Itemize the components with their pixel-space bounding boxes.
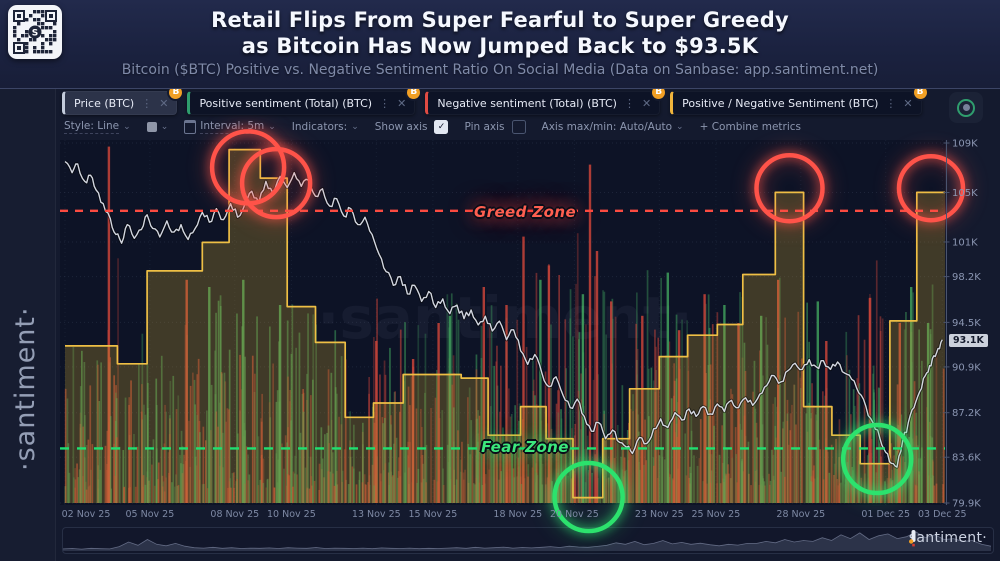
chevron-down-icon: ⌄ [160, 122, 169, 132]
bitcoin-badge: B [913, 86, 927, 99]
close-icon[interactable]: ✕ [159, 96, 169, 110]
show-axis-checkbox[interactable]: Show axis ✓ [375, 120, 449, 134]
title-line-2: as Bitcoin Has Now Jumped Back to $93.5K [241, 34, 759, 58]
chart-toolbar: Style: Line ⌄ ⌄ Interval: 5m ⌄ Indicator… [64, 120, 801, 134]
fear-zone-label: Fear Zone [481, 438, 569, 456]
y-axis-label: 94.5K [952, 318, 981, 329]
kebab-menu-icon[interactable]: ⋮ [141, 96, 153, 110]
qr-code: S [8, 5, 62, 59]
title-line-1: Retail Flips From Super Fearful to Super… [211, 8, 789, 32]
svg-text:S: S [32, 29, 38, 39]
current-price-badge: 93.1K [949, 334, 988, 347]
page-subtitle: Bitcoin ($BTC) Positive vs. Negative Sen… [121, 62, 879, 78]
metric-tab-3[interactable]: Negative sentiment (Total) (BTC) ⋮ ✕ B [425, 86, 666, 115]
live-status-button[interactable] [949, 92, 983, 123]
tab-label: Positive sentiment (Total) (BTC) [199, 96, 373, 110]
bitcoin-badge: B [169, 86, 183, 99]
bitcoin-badge: B [652, 86, 666, 99]
greed-highlight-circle [209, 129, 287, 206]
checkbox-icon [511, 120, 526, 134]
tab-label: Positive / Negative Sentiment (BTC) [682, 96, 879, 110]
x-axis-label: 05 Nov 25 [126, 509, 175, 520]
chart-watermark: ·santiment· [317, 284, 692, 352]
x-axis-label: 18 Nov 25 [493, 509, 542, 520]
footer-brand: santiment· [908, 530, 987, 547]
bitcoin-badge: B [407, 86, 421, 99]
sidebar-watermark: ·santiment· [10, 306, 41, 472]
chevron-down-icon: ⌄ [676, 122, 684, 132]
color-swatch [146, 122, 157, 132]
x-axis-label: 01 Dec 25 [861, 509, 910, 520]
timeline-navigator[interactable]: santiment· [62, 527, 994, 554]
combine-metrics-button[interactable]: + Combine metrics [699, 121, 802, 133]
color-swatch-select[interactable]: ⌄ [146, 122, 169, 132]
qr-pattern: S [13, 10, 57, 54]
page-title: Retail Flips From Super Fearful to Super… [0, 7, 1000, 59]
tab-label: Price (BTC) [74, 96, 135, 110]
live-ring-icon [957, 98, 975, 117]
chevron-down-icon: ⌄ [268, 122, 276, 132]
x-axis-label: 28 Nov 25 [776, 509, 825, 520]
checkbox-icon: ✓ [434, 120, 449, 134]
greed-zone-label: Greed Zone [473, 203, 577, 221]
calendar-icon [184, 120, 197, 134]
y-axis-label: 98.2K [952, 272, 981, 283]
greed-highlight-circle [239, 146, 313, 220]
fear-highlight-circle [552, 460, 625, 534]
close-icon[interactable]: ✕ [397, 96, 407, 110]
y-axis-label: 90.9K [952, 362, 981, 373]
x-axis-label: 13 Nov 25 [352, 509, 401, 520]
x-axis-label: 25 Nov 25 [692, 509, 741, 520]
y-axis-label: 83.6K [952, 453, 981, 464]
footer-logo-text: santiment· [908, 530, 987, 546]
metric-tab-1[interactable]: Price (BTC) ⋮ ✕ B [62, 86, 183, 115]
x-axis-label: 08 Nov 25 [210, 509, 259, 520]
y-axis-label: 109K [952, 139, 978, 150]
metric-tab-2[interactable]: Positive sentiment (Total) (BTC) ⋮ ✕ B [187, 86, 421, 115]
chevron-down-icon: ⌄ [123, 122, 131, 132]
fear-highlight-circle [840, 422, 914, 496]
kebab-menu-icon[interactable]: ⋮ [623, 96, 635, 110]
x-axis-label: 03 Dec 25 [918, 509, 967, 520]
x-axis-label: 15 Nov 25 [409, 509, 458, 520]
greed-highlight-circle [754, 152, 825, 224]
x-axis-label: 20 Nov 25 [550, 509, 599, 520]
left-brand-rail: ·santiment· [0, 89, 56, 561]
x-axis-label: 02 Nov 25 [62, 509, 111, 520]
tab-label: Negative sentiment (Total) (BTC) [437, 96, 617, 110]
header: Retail Flips From Super Fearful to Super… [0, 0, 1000, 89]
y-axis-label: 105K [952, 188, 978, 199]
style-select[interactable]: Style: Line ⌄ [64, 120, 131, 134]
candle-flame-icon [908, 530, 916, 547]
y-axis-label: 101K [952, 237, 978, 248]
kebab-menu-icon[interactable]: ⋮ [379, 96, 391, 110]
x-axis-label: 23 Nov 25 [635, 509, 684, 520]
metric-tabs: Price (BTC) ⋮ ✕ B Positive sentiment (Total)… [62, 86, 927, 115]
chevron-down-icon: ⌄ [351, 122, 359, 132]
timeline-sparkline [63, 531, 991, 551]
axis-maxmin-select[interactable]: Axis max/min: Auto/Auto ⌄ [541, 121, 684, 133]
y-axis-label: 87.2K [952, 408, 981, 419]
y-axis-label: 79.9K [952, 499, 981, 510]
navigator-area [63, 531, 991, 551]
navigator-line [63, 531, 991, 550]
indicators-select[interactable]: Indicators: ⌄ [291, 121, 359, 133]
greed-highlight-circle [896, 153, 966, 223]
kebab-menu-icon[interactable]: ⋮ [885, 96, 897, 110]
metric-tab-4[interactable]: Positive / Negative Sentiment (BTC) ⋮ ✕ B [670, 86, 927, 115]
close-icon[interactable]: ✕ [903, 96, 913, 110]
pin-axis-checkbox[interactable]: Pin axis [464, 120, 526, 134]
close-icon[interactable]: ✕ [641, 96, 652, 110]
interval-select[interactable]: Interval: 5m ⌄ [184, 120, 276, 134]
x-axis-label: 10 Nov 25 [267, 509, 316, 520]
